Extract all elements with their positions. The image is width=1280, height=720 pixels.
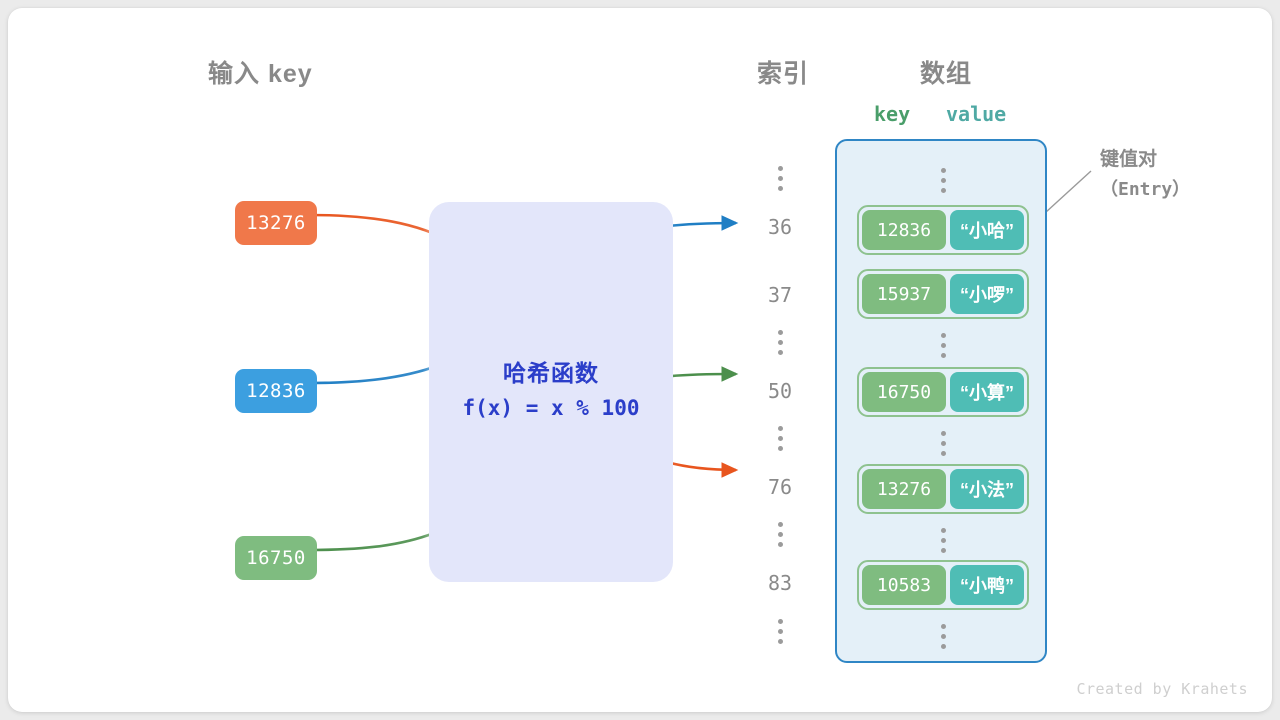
index-value-36: 36 — [767, 215, 793, 239]
index-value-83: 83 — [767, 571, 793, 595]
index-ellipsis — [750, 522, 810, 547]
entry-key: 12836 — [862, 210, 946, 250]
entry-key: 16750 — [862, 372, 946, 412]
entry-key: 10583 — [862, 565, 946, 605]
input-key-label: 16750 — [246, 547, 306, 569]
entry-value: “小啰” — [950, 274, 1024, 314]
input-key-13276[interactable]: 13276 — [235, 201, 317, 245]
array-ellipsis — [837, 624, 1049, 649]
heading-input-key: 输入 key — [208, 60, 313, 88]
index-value-37: 37 — [767, 283, 793, 307]
input-key-12836[interactable]: 12836 — [235, 369, 317, 413]
column-header-key: key — [874, 102, 911, 126]
entry-12836[interactable]: 12836 “小哈” — [857, 205, 1029, 255]
array-ellipsis — [837, 168, 1049, 193]
entry-key: 15937 — [862, 274, 946, 314]
entry-value: “小鸭” — [950, 565, 1024, 605]
entry-annotation: 键值对 （Entry） — [1100, 145, 1190, 205]
entry-13276[interactable]: 13276 “小法” — [857, 464, 1029, 514]
heading-array: 数组 — [920, 60, 973, 88]
entry-key: 13276 — [862, 469, 946, 509]
entry-15937[interactable]: 15937 “小啰” — [857, 269, 1029, 319]
entry-annotation-line2: （Entry） — [1100, 179, 1191, 200]
array-ellipsis — [837, 333, 1049, 358]
input-key-label: 13276 — [246, 212, 306, 234]
entry-value: “小哈” — [950, 210, 1024, 250]
entry-10583[interactable]: 10583 “小鸭” — [857, 560, 1029, 610]
watermark: Created by Krahets — [1076, 680, 1248, 698]
array-ellipsis — [837, 528, 1049, 553]
index-value-76: 76 — [767, 475, 793, 499]
array-ellipsis — [837, 431, 1049, 456]
entry-16750[interactable]: 16750 “小算” — [857, 367, 1029, 417]
heading-index: 索引 — [757, 60, 810, 88]
index-ellipsis — [750, 330, 810, 355]
hash-function-box — [429, 202, 673, 582]
array-container: 12836 “小哈” 15937 “小啰” 16750 “小算” 13276 “… — [835, 139, 1047, 663]
entry-value: “小法” — [950, 469, 1024, 509]
index-ellipsis — [750, 619, 810, 644]
diagram-canvas: 输入 key 索引 数组 key value — [8, 8, 1272, 712]
column-header-value: value — [946, 102, 1007, 126]
entry-value: “小算” — [950, 372, 1024, 412]
entry-annotation-line1: 键值对 — [1100, 149, 1158, 170]
index-ellipsis — [750, 426, 810, 451]
index-ellipsis — [750, 166, 810, 191]
index-value-50: 50 — [767, 379, 793, 403]
input-key-16750[interactable]: 16750 — [235, 536, 317, 580]
input-key-label: 12836 — [246, 380, 306, 402]
